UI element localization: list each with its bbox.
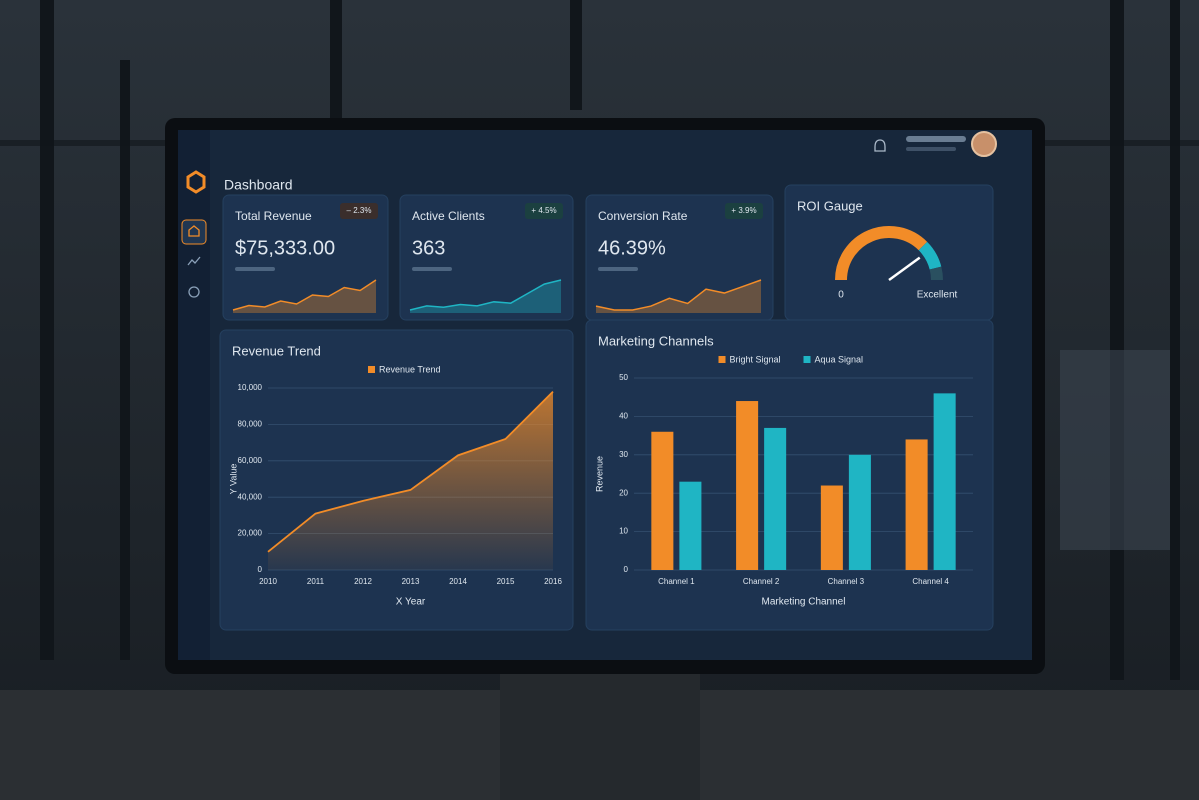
- gauge-max-label: Excellent: [917, 290, 958, 301]
- kpi-change: + 3.9%: [731, 206, 756, 215]
- y-tick-label: 80,000: [238, 420, 263, 429]
- kpi-value: 46.39%: [598, 237, 666, 259]
- x-tick-label: 2015: [497, 577, 515, 586]
- y-tick-label: 20: [619, 488, 628, 497]
- y-tick-label: 0: [258, 565, 263, 574]
- user-role-blur: [906, 147, 956, 151]
- kpi-subtext-blur: [235, 267, 275, 271]
- gauge-title: ROI Gauge: [797, 198, 863, 213]
- kpi-value: $75,333.00: [235, 237, 335, 259]
- y-tick-label: 20,000: [238, 529, 263, 538]
- legend-label: Revenue Trend: [379, 364, 441, 374]
- nav-home[interactable]: [181, 219, 207, 245]
- bar: [764, 427, 787, 570]
- sparkline-area: [410, 280, 561, 313]
- legend-swatch: [368, 366, 375, 373]
- kpi-subtext-blur: [598, 267, 638, 271]
- change-badge: [725, 203, 763, 219]
- kpi-change: + 4.5%: [531, 206, 556, 215]
- x-tick-label: Channel 2: [743, 577, 780, 586]
- bar: [905, 439, 928, 570]
- kpi-value: 363: [412, 237, 445, 259]
- monitor-stand: [500, 660, 700, 800]
- area: [268, 391, 553, 570]
- kpi-card: Total Revenue – 2.3% $75,333.00: [222, 194, 389, 321]
- kpi-card: Active Clients + 4.5% 363: [399, 194, 574, 321]
- y-tick-label: 10: [619, 527, 628, 536]
- x-tick-label: Channel 3: [828, 577, 865, 586]
- legend-label: Bright Signal: [730, 354, 781, 364]
- bar: [820, 485, 843, 570]
- sparkline: [232, 279, 377, 311]
- y-tick-label: 60,000: [238, 456, 263, 465]
- line: [267, 391, 554, 553]
- x-axis-label: X Year: [396, 597, 426, 608]
- x-tick-label: Channel 1: [658, 577, 695, 586]
- chart-title: Marketing Channels: [598, 333, 714, 348]
- y-axis-label: Y Value: [228, 464, 238, 495]
- x-tick-label: 2010: [259, 577, 277, 586]
- kpi-subtext-blur: [412, 267, 452, 271]
- card-background: [399, 194, 574, 321]
- x-tick-label: 2013: [402, 577, 420, 586]
- gauge-arc-high: [918, 241, 942, 270]
- x-axis-label: Marketing Channel: [762, 597, 846, 608]
- bar-chart-card: Marketing Channels 0 10 20 30 40 50 Marketing C…: [585, 319, 994, 631]
- bar: [933, 393, 956, 570]
- page-title: Dashboard: [224, 177, 293, 193]
- x-tick-label: 2011: [307, 577, 325, 586]
- gauge-min-label: 0: [838, 290, 844, 301]
- kpi-title: Conversion Rate: [598, 209, 688, 223]
- gauge-arc-rest: [929, 266, 943, 281]
- sparkline: [409, 279, 562, 311]
- kpi-title: Active Clients: [412, 209, 485, 223]
- y-tick-label: 40,000: [238, 492, 263, 501]
- screen: Dashboard Total Revenue – 2.3% $75,333.00 A…: [178, 130, 1032, 660]
- sparkline: [595, 279, 762, 311]
- kpi-change: – 2.3%: [347, 206, 372, 215]
- x-tick-label: 2012: [354, 577, 372, 586]
- y-tick-label: 0: [624, 565, 629, 574]
- distant-building: [1060, 350, 1170, 550]
- bar: [679, 481, 702, 570]
- gauge-card: ROI Gauge 0 Excellent: [784, 184, 994, 321]
- notification-bell[interactable]: [874, 139, 886, 152]
- area-chart-card: Revenue Trend 0 20,000 40,000 60,000 80,000 10…: [219, 329, 574, 631]
- x-tick-label: Channel 4: [912, 577, 949, 586]
- x-tick-label: 2016: [544, 577, 562, 586]
- y-axis-label: Revenue: [594, 456, 604, 492]
- logo: [186, 170, 206, 194]
- sidebar: [178, 130, 210, 660]
- y-tick-label: 50: [619, 373, 628, 382]
- user-name-blur: [906, 136, 966, 142]
- x-tick-label: 2014: [449, 577, 467, 586]
- home-icon: [188, 225, 200, 237]
- bar: [736, 401, 759, 570]
- y-tick-label: 30: [619, 450, 628, 459]
- sparkline-area: [233, 280, 376, 313]
- gauge-arc-low: [835, 226, 928, 281]
- kpi-card: Conversion Rate + 3.9% 46.39%: [585, 194, 774, 321]
- kpi-title: Total Revenue: [235, 209, 312, 223]
- y-tick-label: 10,000: [238, 383, 263, 392]
- bar: [651, 431, 674, 570]
- nav-settings[interactable]: [188, 286, 200, 298]
- legend-label: Aqua Signal: [815, 354, 864, 364]
- legend-swatch: [803, 356, 811, 363]
- user-avatar[interactable]: [971, 131, 997, 157]
- sparkline-area: [596, 280, 761, 313]
- change-badge: [525, 203, 563, 219]
- chart-title: Revenue Trend: [232, 343, 321, 358]
- card-background: [222, 194, 389, 321]
- change-badge: [340, 203, 378, 219]
- gauge-needle: [888, 256, 921, 282]
- bar: [848, 454, 871, 570]
- legend-swatch: [718, 356, 726, 363]
- y-tick-label: 40: [619, 412, 628, 421]
- nav-charts[interactable]: [187, 256, 201, 266]
